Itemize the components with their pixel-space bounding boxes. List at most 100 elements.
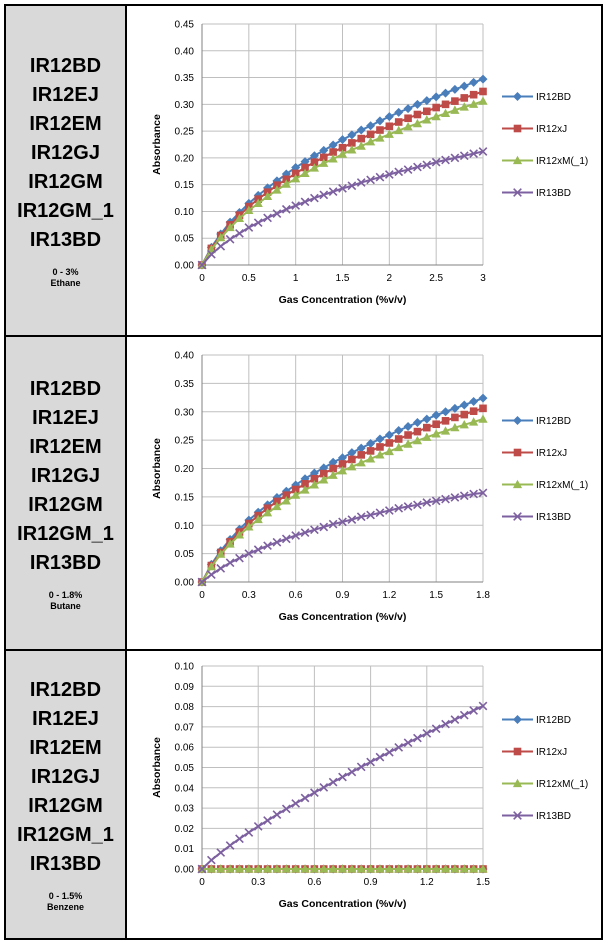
data-point bbox=[300, 528, 310, 537]
y-tick-label: 0.05 bbox=[175, 763, 195, 774]
data-point bbox=[301, 163, 309, 172]
data-point bbox=[366, 864, 376, 873]
data-point bbox=[234, 864, 245, 873]
data-point bbox=[460, 94, 469, 102]
data-point bbox=[281, 864, 291, 873]
series-IR13BD bbox=[197, 701, 488, 874]
data-point bbox=[431, 496, 441, 506]
model-name: IR12EJ bbox=[32, 84, 99, 106]
data-point bbox=[478, 96, 488, 105]
y-tick-label: 0.08 bbox=[175, 702, 195, 713]
data-point bbox=[207, 570, 216, 579]
data-point bbox=[207, 249, 216, 259]
data-point bbox=[478, 74, 488, 84]
range-label: 0 - 1.5% Benzene bbox=[47, 891, 84, 913]
data-point bbox=[403, 104, 413, 114]
data-point bbox=[394, 107, 404, 117]
data-point bbox=[469, 706, 478, 715]
data-point bbox=[459, 710, 469, 720]
model-name: IR12GM bbox=[28, 171, 103, 193]
data-point bbox=[356, 443, 366, 453]
data-point bbox=[300, 864, 310, 873]
model-list: IR12BD IR12EJ IR12EM IR12GJ IR12GM IR12G… bbox=[17, 375, 114, 578]
data-point bbox=[412, 864, 423, 873]
model-name: IR12GJ bbox=[31, 464, 100, 487]
data-point bbox=[469, 99, 479, 108]
y-tick-label: 0.10 bbox=[175, 207, 195, 218]
data-point bbox=[404, 431, 412, 439]
data-point bbox=[422, 498, 432, 507]
data-point bbox=[291, 799, 301, 808]
data-point bbox=[459, 102, 469, 111]
data-point bbox=[432, 103, 440, 112]
data-point bbox=[384, 747, 394, 757]
data-point bbox=[272, 185, 282, 194]
data-point bbox=[441, 155, 450, 165]
data-point bbox=[469, 397, 479, 407]
data-point bbox=[431, 410, 441, 420]
data-point bbox=[422, 864, 432, 873]
range-text: 0 - 1.8% bbox=[48, 589, 83, 600]
data-point bbox=[375, 752, 385, 762]
data-point bbox=[512, 479, 523, 489]
data-point bbox=[216, 232, 226, 242]
data-point bbox=[385, 122, 394, 131]
data-point bbox=[244, 549, 254, 558]
data-point bbox=[384, 112, 394, 122]
data-point bbox=[450, 715, 460, 724]
legend-item: IR12BD bbox=[502, 416, 571, 427]
y-tick-label: 0.15 bbox=[175, 180, 195, 191]
data-point bbox=[263, 213, 272, 223]
data-point bbox=[356, 512, 366, 522]
data-point bbox=[376, 443, 384, 451]
data-point bbox=[422, 160, 432, 170]
data-point bbox=[347, 130, 357, 140]
data-point bbox=[253, 514, 263, 524]
data-point bbox=[356, 458, 366, 467]
y-tick-label: 0.01 bbox=[175, 844, 195, 855]
data-point bbox=[338, 135, 347, 145]
x-tick-label: 0.9 bbox=[364, 877, 378, 888]
panel-benzene: IR12BD IR12EJ IR12EM IR12GJ IR12GM IR12G… bbox=[6, 651, 601, 938]
data-point bbox=[262, 864, 273, 873]
data-point bbox=[366, 137, 376, 146]
data-point bbox=[319, 864, 329, 873]
data-point bbox=[403, 439, 413, 448]
gas-name: Benzene bbox=[46, 902, 84, 912]
data-point bbox=[384, 170, 394, 179]
x-tick-label: 1.2 bbox=[382, 590, 396, 601]
data-point bbox=[394, 864, 404, 873]
y-tick-label: 0.40 bbox=[175, 46, 195, 57]
data-point bbox=[319, 158, 329, 167]
model-name: IR12BD bbox=[29, 55, 102, 77]
data-point bbox=[469, 864, 479, 873]
data-point bbox=[310, 193, 319, 203]
data-point bbox=[412, 435, 423, 445]
data-point bbox=[337, 864, 348, 873]
data-point bbox=[225, 222, 235, 232]
data-point bbox=[441, 719, 450, 729]
data-point bbox=[384, 864, 394, 873]
data-point bbox=[197, 864, 207, 874]
data-point bbox=[300, 197, 310, 207]
data-point bbox=[347, 145, 357, 154]
model-name: IR12EM bbox=[29, 737, 102, 759]
x-axis-label: Gas Concentration (%v/v) bbox=[279, 898, 407, 910]
data-point bbox=[207, 855, 216, 865]
legend-item: IR12xM(_1) bbox=[502, 479, 588, 491]
data-point bbox=[451, 413, 459, 422]
data-point bbox=[328, 519, 338, 529]
data-point bbox=[216, 549, 226, 558]
data-point bbox=[253, 198, 263, 208]
y-tick-label: 0.00 bbox=[175, 578, 195, 589]
legend-label: IR12BD bbox=[536, 92, 571, 103]
data-point bbox=[450, 403, 460, 413]
data-point bbox=[460, 410, 469, 419]
legend-label: IR12xJ bbox=[536, 124, 567, 135]
data-point bbox=[347, 515, 357, 524]
data-point bbox=[375, 450, 385, 459]
data-point bbox=[366, 130, 375, 139]
data-point bbox=[479, 87, 487, 96]
x-tick-label: 2 bbox=[387, 273, 393, 284]
x-tick-label: 0.6 bbox=[307, 877, 321, 888]
